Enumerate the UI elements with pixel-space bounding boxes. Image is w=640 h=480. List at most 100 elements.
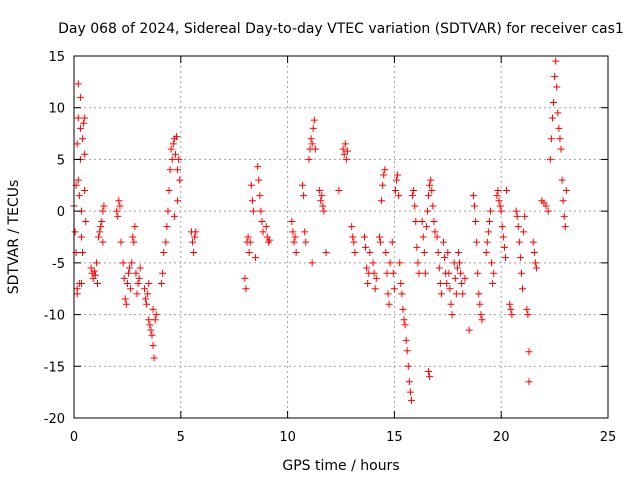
data-point	[453, 264, 461, 272]
data-point	[123, 280, 131, 288]
data-point	[391, 186, 399, 194]
chart-title: Day 068 of 2024, Sidereal Day-to-day VTE…	[58, 21, 624, 37]
data-point	[465, 326, 473, 334]
data-point	[383, 269, 391, 277]
data-point	[447, 300, 455, 308]
data-point	[552, 57, 560, 65]
data-point	[316, 186, 324, 194]
data-point	[436, 280, 444, 288]
data-point	[73, 140, 81, 148]
data-point	[529, 238, 537, 246]
data-point	[500, 243, 508, 251]
y-tick-label: 0	[57, 205, 65, 220]
data-point	[555, 124, 563, 132]
data-point	[421, 269, 429, 277]
data-point	[93, 280, 101, 288]
data-point	[348, 223, 356, 231]
data-point	[289, 228, 297, 236]
data-point	[291, 233, 299, 241]
data-point	[557, 145, 565, 153]
data-point	[81, 150, 89, 158]
data-point	[160, 249, 168, 257]
data-point	[170, 212, 178, 220]
data-point	[411, 202, 419, 210]
data-point	[456, 259, 464, 267]
data-point	[490, 269, 498, 277]
data-point	[377, 238, 385, 246]
data-point	[482, 249, 490, 257]
data-point	[249, 207, 257, 215]
data-point	[248, 197, 256, 205]
data-point	[461, 274, 469, 282]
data-point	[173, 133, 181, 141]
data-point	[309, 124, 317, 132]
y-tick-label: -20	[44, 412, 65, 427]
data-point	[433, 233, 441, 241]
data-point	[390, 285, 398, 293]
data-point	[362, 243, 370, 251]
data-point	[256, 192, 264, 200]
data-point	[396, 259, 404, 267]
data-point	[191, 233, 199, 241]
data-point	[342, 155, 350, 163]
data-point	[288, 217, 296, 225]
data-point	[254, 163, 262, 171]
data-point	[143, 300, 151, 308]
data-point	[525, 348, 533, 356]
data-point	[547, 135, 555, 143]
data-point	[400, 316, 408, 324]
data-point	[488, 259, 496, 267]
data-point	[148, 331, 156, 339]
data-point	[375, 233, 383, 241]
data-point	[446, 285, 454, 293]
data-point	[244, 233, 252, 241]
data-point	[422, 223, 430, 231]
data-point	[388, 238, 396, 246]
data-point	[135, 274, 143, 282]
data-point	[113, 207, 121, 215]
data-point	[133, 290, 141, 298]
data-point	[532, 264, 540, 272]
data-point	[171, 150, 179, 158]
data-point	[454, 249, 462, 257]
data-point	[521, 212, 529, 220]
data-point	[145, 316, 153, 324]
data-point	[163, 223, 171, 231]
data-point	[190, 249, 198, 257]
data-point	[175, 155, 183, 163]
data-point	[151, 316, 159, 324]
data-point	[119, 259, 127, 267]
data-point	[551, 73, 559, 81]
data-point	[76, 93, 84, 101]
data-point	[308, 259, 316, 267]
data-point	[166, 166, 174, 174]
data-point	[489, 280, 497, 288]
data-point	[149, 342, 157, 350]
data-point	[445, 269, 453, 277]
data-point	[340, 150, 348, 158]
y-tick-label: 10	[48, 102, 65, 117]
axis-ticks	[73, 55, 609, 419]
data-point	[350, 238, 358, 246]
data-point	[122, 300, 130, 308]
data-point	[366, 249, 374, 257]
data-point	[530, 249, 538, 257]
data-point	[380, 171, 388, 179]
data-point	[405, 378, 413, 386]
data-point	[311, 145, 319, 153]
data-point	[87, 264, 95, 272]
data-point	[259, 228, 267, 236]
data-point	[561, 223, 569, 231]
data-point	[474, 269, 482, 277]
data-point	[149, 305, 157, 313]
data-point	[378, 197, 386, 205]
data-point	[397, 280, 405, 288]
data-point	[434, 249, 442, 257]
data-point	[370, 269, 378, 277]
data-point	[473, 238, 481, 246]
x-axis-label: GPS time / hours	[282, 458, 399, 474]
data-point	[525, 378, 533, 386]
data-point	[257, 207, 265, 215]
data-point	[443, 280, 451, 288]
data-point	[542, 202, 550, 210]
